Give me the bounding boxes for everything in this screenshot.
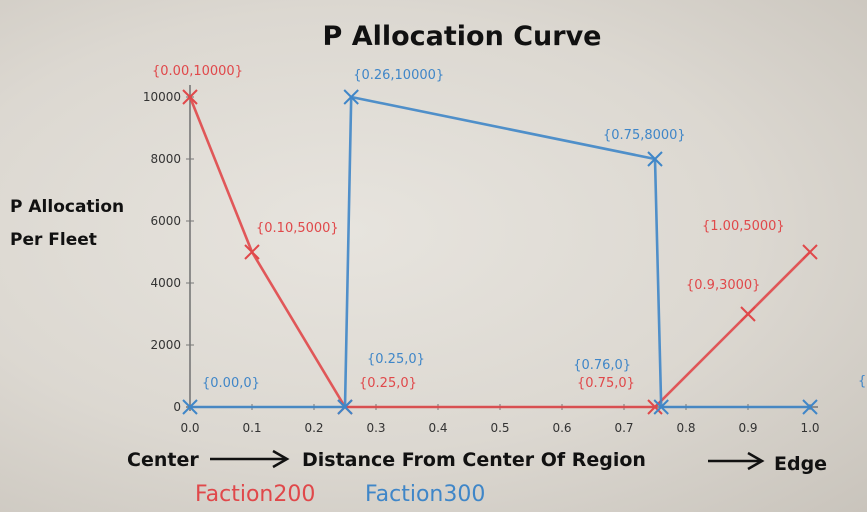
y-tick-label: 2000 [150, 338, 181, 352]
point-label-faction200: {0.25,0} [359, 376, 417, 391]
arrow-right-icon [210, 449, 290, 469]
data-point-faction300 [182, 399, 198, 415]
y-tick-label: 0 [173, 400, 181, 414]
arrow-right-icon [708, 451, 765, 471]
data-point-faction300 [337, 399, 353, 415]
point-label-faction200: {0.75,0} [577, 376, 635, 391]
data-point-faction300 [647, 151, 663, 167]
point-label-faction300: {0.76,0} [573, 358, 631, 373]
point-label-faction200: {0.10,5000} [256, 221, 339, 236]
x-axis-label-distance: Distance From Center Of Region [302, 449, 646, 471]
y-tick-label: 8000 [150, 152, 181, 166]
y-tick-label: 6000 [150, 214, 181, 228]
point-label-faction200: {0.00,10000} [152, 64, 243, 79]
data-point-faction200 [244, 244, 260, 260]
x-tick-label: 0.6 [552, 421, 571, 435]
y-axis-label-line-1: P Allocation [10, 197, 124, 217]
x-tick-label: 0.9 [738, 421, 757, 435]
y-tick-label: 10000 [143, 90, 181, 104]
point-label-faction300: {0.00,0} [202, 376, 260, 391]
x-axis-label-center: Center [127, 449, 199, 471]
chart-title: P Allocation Curve [323, 21, 602, 52]
x-tick-label: 0.4 [428, 421, 447, 435]
x-tick-label: 0.7 [614, 421, 633, 435]
point-labels: {0.00,10000} {0.10,5000} {0.25,0} {0.75,0} {… [152, 64, 867, 391]
data-point-faction200 [802, 244, 818, 260]
x-tick-label: 0.5 [490, 421, 509, 435]
data-point-faction200 [182, 89, 198, 105]
axes [186, 85, 818, 411]
data-point-faction300 [343, 89, 359, 105]
ticks: 0.0 0.1 0.2 0.3 0.4 0.5 0.6 0.7 0.8 0.9 1.0 0 2000 40… [143, 90, 820, 435]
y-tick-label: 4000 [150, 276, 181, 290]
series-line-faction200 [188, 96, 811, 409]
x-tick-label: 1.0 [800, 421, 819, 435]
data-point-faction200 [740, 306, 756, 322]
series-line-faction300 [190, 95, 810, 409]
legend-faction200: Faction200 [195, 482, 315, 507]
point-label-faction300: {1.00,0} [858, 374, 867, 389]
point-label-faction300: {0.75,8000} [603, 128, 686, 143]
point-label-faction200: {1.00,5000} [702, 219, 785, 234]
point-label-faction300: {0.26,10000} [353, 68, 444, 83]
x-tick-label: 0.0 [180, 421, 199, 435]
x-tick-label: 0.2 [304, 421, 323, 435]
data-point-faction200 [647, 399, 663, 415]
series-layer [182, 89, 818, 415]
data-point-faction300 [653, 399, 669, 415]
data-point-faction300 [802, 399, 818, 415]
x-tick-label: 0.3 [366, 421, 385, 435]
x-axis-label-edge: Edge [774, 453, 827, 475]
x-tick-label: 0.8 [676, 421, 695, 435]
legend-faction300: Faction300 [365, 482, 485, 507]
y-axis-label-line-2: Per Fleet [10, 230, 97, 250]
point-label-faction200: {0.9,3000} [686, 278, 760, 293]
point-label-faction300: {0.25,0} [367, 352, 425, 367]
x-tick-label: 0.1 [242, 421, 261, 435]
